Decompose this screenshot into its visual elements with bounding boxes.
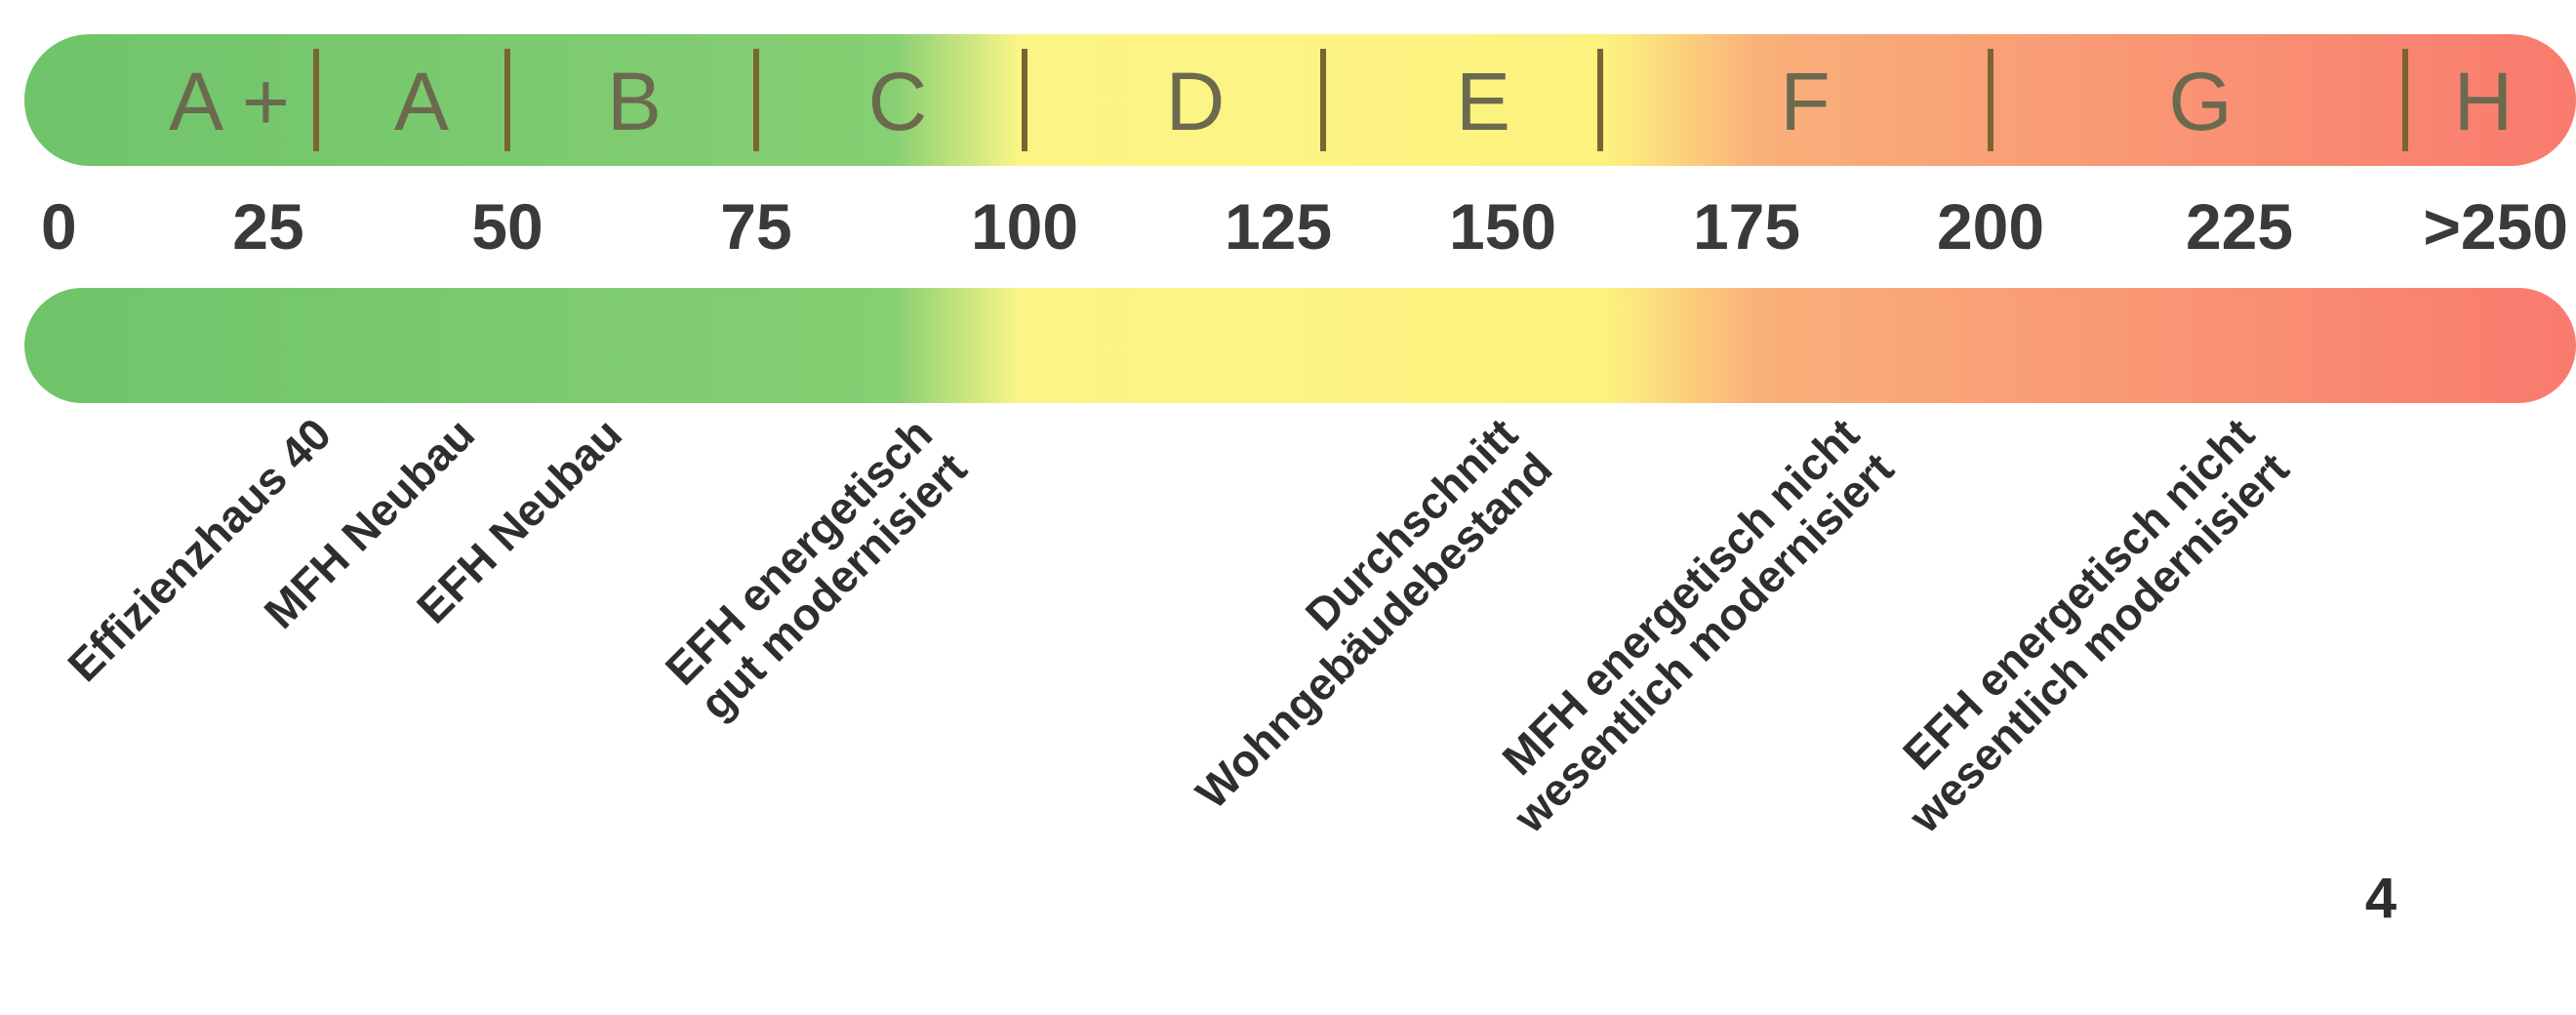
- tick-label: 175: [1693, 190, 1800, 263]
- tick-label: 0: [41, 190, 77, 263]
- page-number: 4: [2365, 867, 2396, 930]
- tick-label: 125: [1225, 190, 1332, 263]
- building-type-label: Effizienzhaus 40: [58, 408, 341, 691]
- class-label-a: A: [394, 56, 449, 147]
- building-type-label-line: wesentlich modernisiert: [1504, 443, 1904, 843]
- tick-label: 25: [232, 190, 303, 263]
- value-band: [24, 288, 2576, 403]
- class-label-h: H: [2454, 56, 2514, 147]
- class-band: [24, 34, 2576, 166]
- tick-labels: 0 25 50 75 100 125 150 175 200 225 >250: [41, 190, 2568, 263]
- building-type-label-line: EFH energetisch nicht: [1893, 408, 2264, 779]
- class-label-c: C: [868, 56, 928, 147]
- tick-label: 50: [471, 190, 543, 263]
- class-dividers: [313, 49, 2408, 151]
- class-label-g: G: [2168, 56, 2232, 147]
- class-label-e: E: [1456, 56, 1510, 147]
- class-label-a-plus: A +: [169, 56, 290, 147]
- class-letters: A + A B C D E F G H: [169, 56, 2513, 147]
- building-type-label-line: MFH energetisch nicht: [1492, 408, 1869, 785]
- building-type-label-line: Effizienzhaus 40: [58, 408, 341, 691]
- tick-label: 200: [1937, 190, 2044, 263]
- class-label-b: B: [607, 56, 662, 147]
- building-type-label-line: wesentlich modernisiert: [1899, 443, 2299, 843]
- tick-label: >250: [2423, 190, 2568, 263]
- tick-label: 225: [2186, 190, 2293, 263]
- tick-label: 100: [971, 190, 1078, 263]
- class-label-f: F: [1780, 56, 1830, 147]
- class-label-d: D: [1166, 56, 1226, 147]
- tick-label: 75: [720, 190, 791, 263]
- tick-label: 150: [1449, 190, 1556, 263]
